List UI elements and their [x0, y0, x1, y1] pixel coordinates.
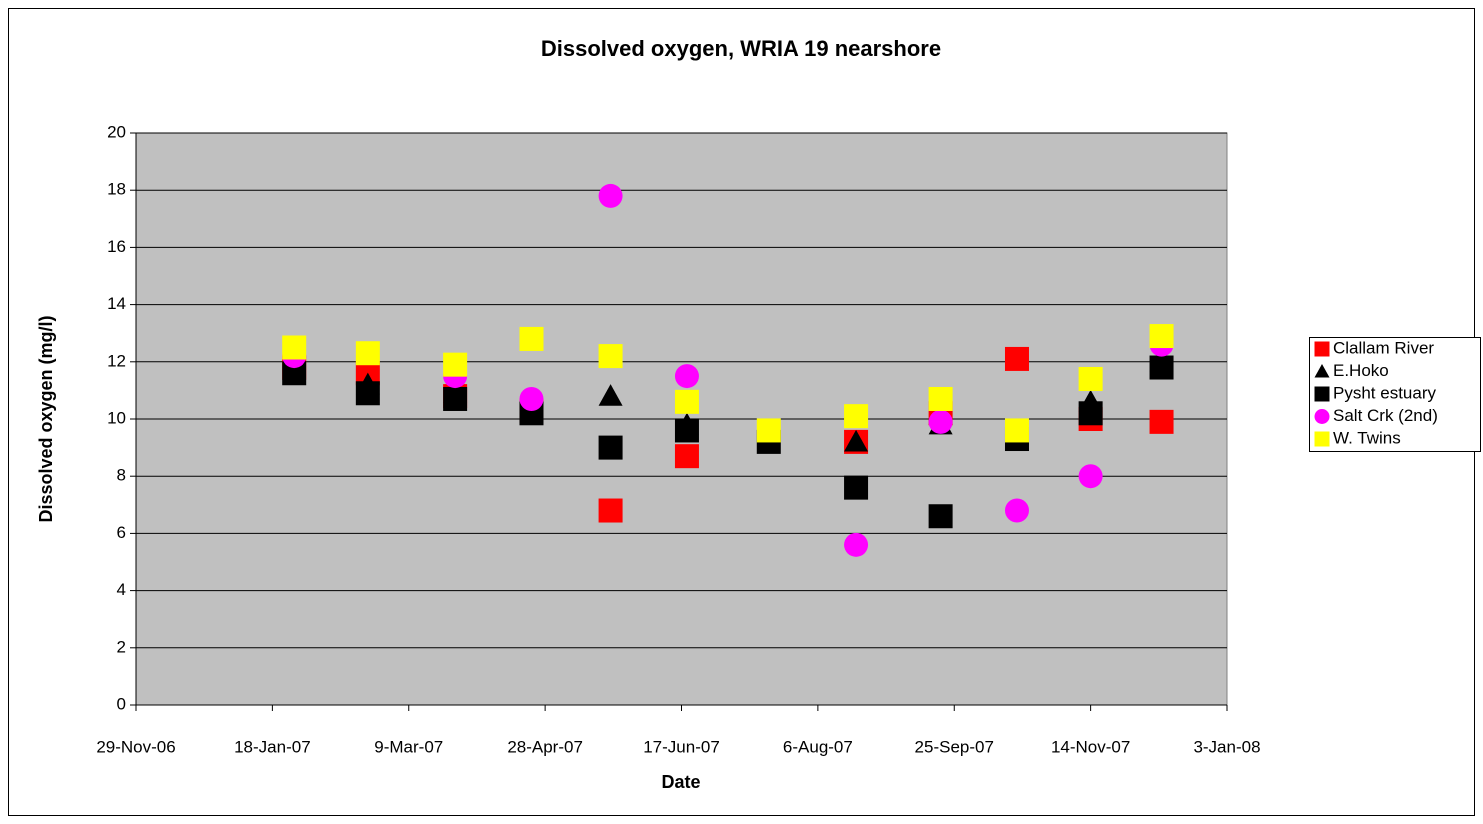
data-point: [756, 418, 781, 443]
data-point: [844, 404, 869, 429]
y-tick-label: 2: [117, 637, 126, 656]
data-point: [443, 386, 468, 411]
data-point: [844, 475, 869, 500]
x-tick-label: 6-Aug-07: [783, 737, 853, 756]
data-point: [928, 386, 953, 411]
x-tick-label: 9-Mar-07: [374, 737, 443, 756]
legend-label: W. Twins: [1333, 428, 1401, 447]
x-tick-label: 18-Jan-07: [234, 737, 311, 756]
data-point: [598, 435, 623, 460]
data-point: [674, 364, 699, 389]
data-point: [1149, 324, 1174, 349]
y-tick-label: 12: [107, 351, 126, 370]
y-tick-label: 8: [117, 466, 126, 485]
data-point: [1004, 498, 1029, 523]
data-point: [844, 532, 869, 557]
data-point: [928, 409, 953, 434]
legend-box: [1309, 337, 1481, 452]
data-point: [598, 498, 623, 523]
data-point: [355, 381, 380, 406]
data-point: [1149, 409, 1174, 434]
data-point: [1078, 464, 1103, 489]
legend-marker: [1314, 386, 1330, 402]
data-point: [598, 183, 623, 208]
data-point: [674, 389, 699, 414]
legend-label: Pysht estuary: [1333, 383, 1436, 402]
x-tick-label: 28-Apr-07: [507, 737, 583, 756]
y-tick-label: 14: [107, 294, 126, 313]
y-axis-title: Dissolved oxygen (mg/l): [36, 315, 56, 522]
y-tick-label: 10: [107, 408, 126, 427]
x-tick-label: 14-Nov-07: [1051, 737, 1130, 756]
x-tick-label: 29-Nov-06: [96, 737, 175, 756]
y-tick-label: 16: [107, 237, 126, 256]
data-point: [598, 344, 623, 369]
y-tick-label: 18: [107, 180, 126, 199]
data-point: [282, 335, 307, 360]
legend-label: Salt Crk (2nd): [1333, 406, 1438, 425]
legend: Clallam River E.Hoko Pysht estuary Salt Crk…: [1309, 337, 1481, 452]
data-point: [519, 326, 544, 351]
data-point: [443, 352, 468, 377]
chart-title: Dissolved oxygen, WRIA 19 nearshore: [541, 36, 941, 61]
data-point: [674, 444, 699, 469]
y-tick-label: 0: [117, 694, 126, 713]
data-point: [1004, 346, 1029, 371]
y-tick-label: 4: [117, 580, 126, 599]
y-tick-label: 6: [117, 523, 126, 542]
data-point: [1004, 418, 1029, 443]
data-point: [1149, 355, 1174, 380]
data-point: [355, 341, 380, 366]
x-axis-title: Date: [661, 772, 700, 792]
data-point: [519, 386, 544, 411]
data-point: [844, 429, 869, 452]
legend-marker: [1314, 364, 1330, 378]
data-point: [1078, 401, 1103, 426]
x-tick-label: 25-Sep-07: [915, 737, 994, 756]
legend-label: Clallam River: [1333, 338, 1434, 357]
data-point: [674, 418, 699, 443]
data-point: [1078, 366, 1103, 391]
x-tick-label: 17-Jun-07: [643, 737, 720, 756]
legend-label: E.Hoko: [1333, 361, 1389, 380]
legend-marker: [1314, 341, 1330, 357]
legend-marker: [1314, 431, 1330, 447]
legend-marker: [1314, 409, 1330, 424]
data-point: [598, 384, 623, 406]
data-point: [928, 504, 953, 529]
y-tick-label: 20: [107, 122, 126, 141]
x-tick-label: 3-Jan-08: [1193, 737, 1260, 756]
